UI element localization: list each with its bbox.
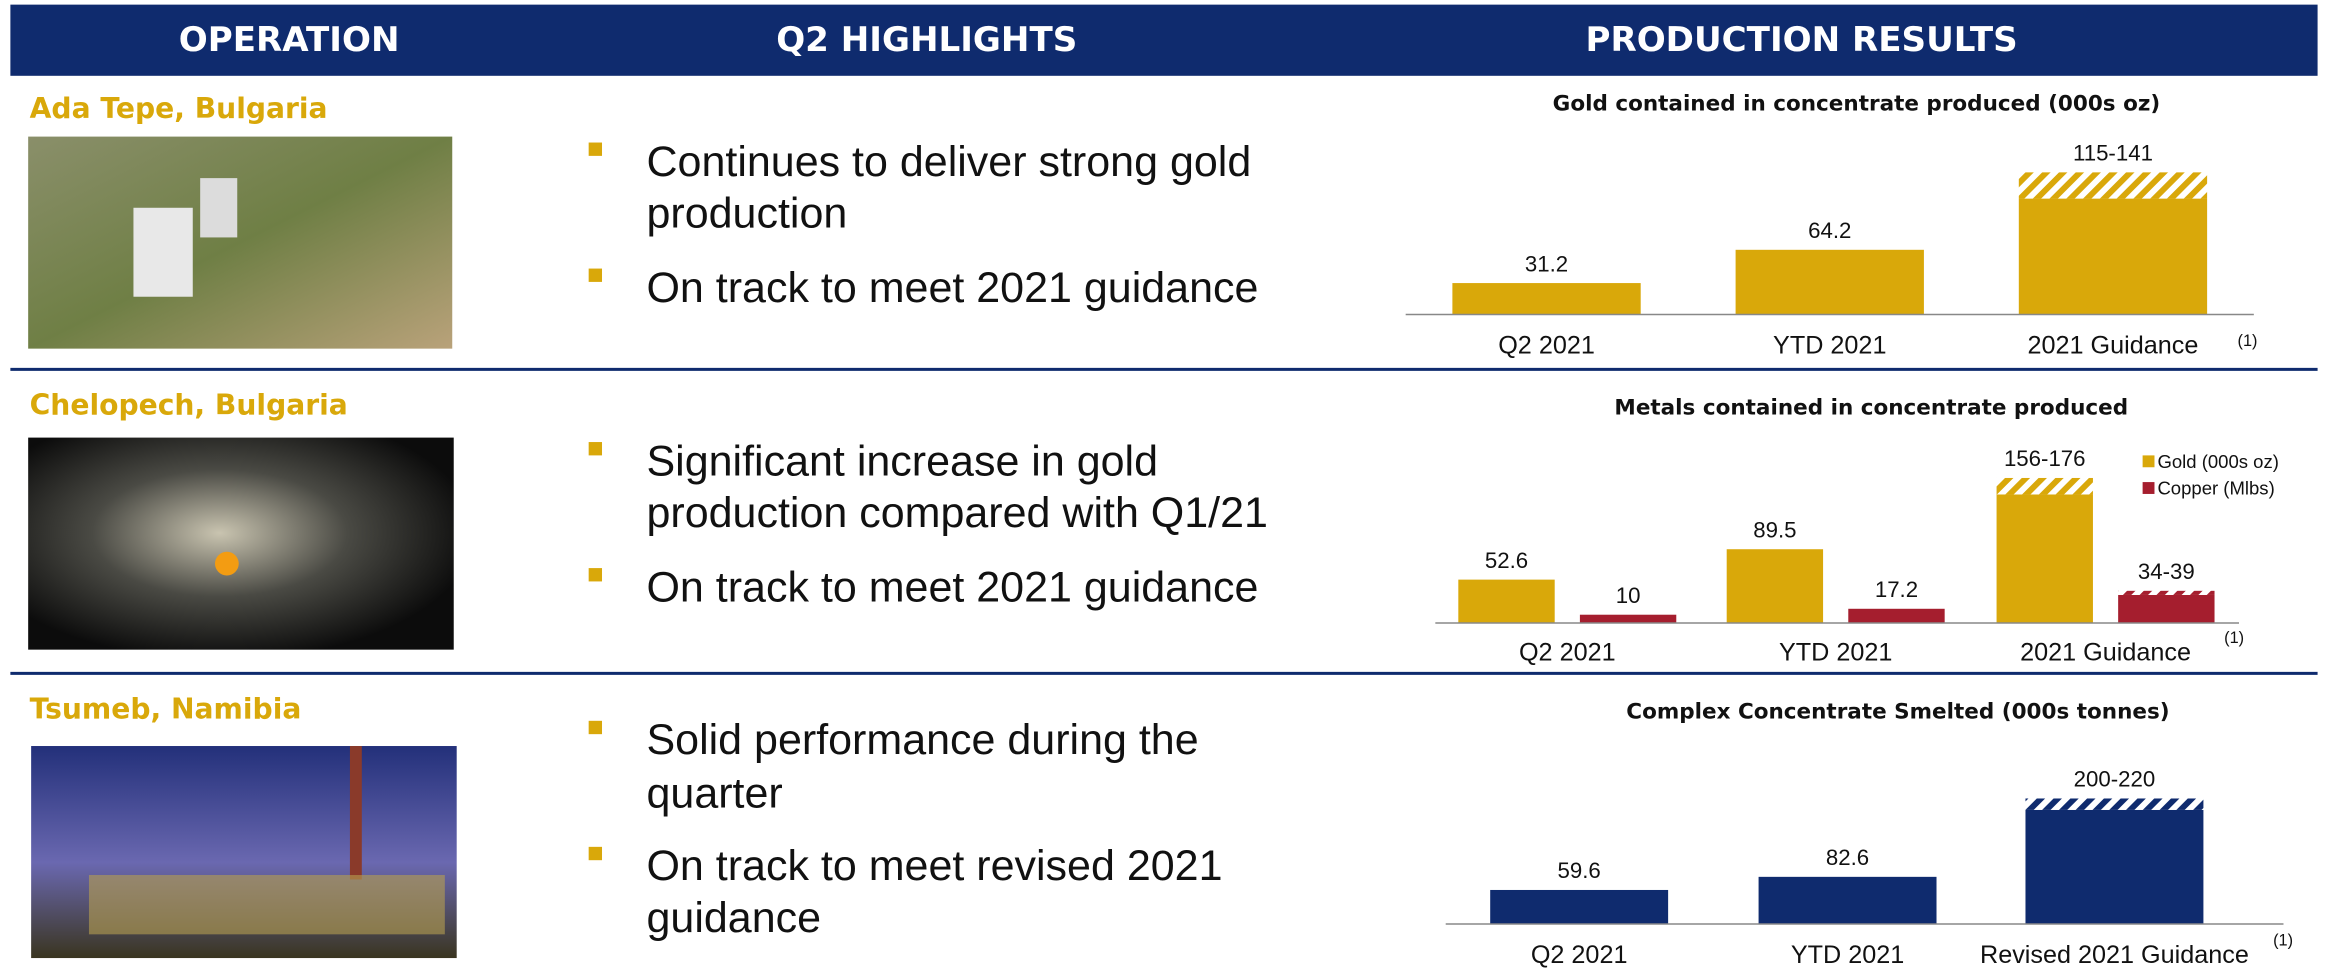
category-label: 2021 Guidance [2028,332,2199,360]
bar [1490,890,1668,924]
bar [1452,283,1640,314]
bar-range [2118,591,2214,595]
photo-detail [200,178,237,237]
category-label: Revised 2021 Guidance [1980,941,2249,969]
bullet-marker [589,442,602,455]
legend-label: Copper (Mlbs) [2157,478,2274,499]
bullet-marker [589,568,602,581]
bar [1727,549,1823,623]
value-label: 82.6 [1826,845,1869,870]
category-label: Q2 2021 [1531,941,1628,969]
value-label: 64.2 [1808,218,1851,243]
photo-detail [350,746,362,879]
footnote-mark: (1) [2224,629,2244,647]
bar [2118,595,2214,623]
category-label: YTD 2021 [1773,332,1886,360]
bar [1997,494,2093,623]
chart-title: Complex Concentrate Smelted (000s tonnes… [1626,699,2169,724]
bullet-text: guidance [646,894,821,942]
value-label: 200-220 [2074,767,2156,792]
bar-range [2025,798,2203,809]
value-label: 59.6 [1558,858,1601,883]
value-label: 52.6 [1485,548,1528,573]
bullet-text: On track to meet 2021 guidance [646,264,1258,312]
legend-swatch [2143,455,2155,467]
bullet-text: production [646,190,847,238]
column-header: Q2 HIGHLIGHTS [776,20,1077,60]
footnote-mark: (1) [2273,931,2293,949]
photo-detail [89,875,445,934]
category-label: Q2 2021 [1498,332,1595,360]
category-label: YTD 2021 [1779,639,1892,667]
category-label: Q2 2021 [1519,639,1616,667]
value-label: 89.5 [1753,517,1796,542]
photo-detail [133,208,192,297]
bar-range [2019,172,2207,198]
bullet-marker [589,847,602,860]
bar-range [1997,478,2093,494]
bar [2025,810,2203,924]
footnote-mark: (1) [2238,332,2258,350]
value-label: 31.2 [1525,251,1568,276]
bar [1848,609,1944,623]
bar [2019,199,2207,315]
value-label: 34-39 [2138,559,2195,584]
bullet-marker [589,269,602,282]
photo [28,137,452,349]
bullet-marker [589,143,602,156]
bullet-text: Solid performance during the [646,716,1198,764]
bar [1759,877,1937,924]
photo-detail [215,552,239,576]
chart-title: Gold contained in concentrate produced (… [1553,91,2161,116]
bullet-text: Significant increase in gold [646,437,1158,485]
bar [1736,250,1924,315]
category-label: 2021 Guidance [2020,639,2191,667]
value-label: 17.2 [1875,577,1918,602]
bullet-marker [589,721,602,734]
operation-name: Ada Tepe, Bulgaria [30,92,328,125]
column-header: PRODUCTION RESULTS [1585,20,2017,60]
value-label: 156-176 [2004,446,2086,471]
bullet-text: Continues to deliver strong gold [646,138,1251,186]
bullet-text: On track to meet 2021 guidance [646,563,1258,611]
operation-name: Chelopech, Bulgaria [30,388,348,421]
value-label: 115-141 [2073,141,2153,166]
bullet-text: On track to meet revised 2021 [646,842,1222,890]
legend-swatch [2143,482,2155,494]
slide: OPERATION Q2 HIGHLIGHTS PRODUCTION RESUL… [0,0,2325,979]
category-label: YTD 2021 [1791,941,1904,969]
chart-title: Metals contained in concentrate produced [1614,395,2128,420]
photo [28,438,454,650]
value-label: 10 [1616,583,1641,608]
legend-label: Gold (000s oz) [2157,451,2278,472]
operation-name: Tsumeb, Namibia [30,692,302,725]
bullet-text: production compared with Q1/21 [646,489,1267,537]
bar [1458,580,1554,623]
column-header: OPERATION [179,20,400,60]
bar [1580,615,1676,623]
bullet-text: quarter [646,769,782,817]
